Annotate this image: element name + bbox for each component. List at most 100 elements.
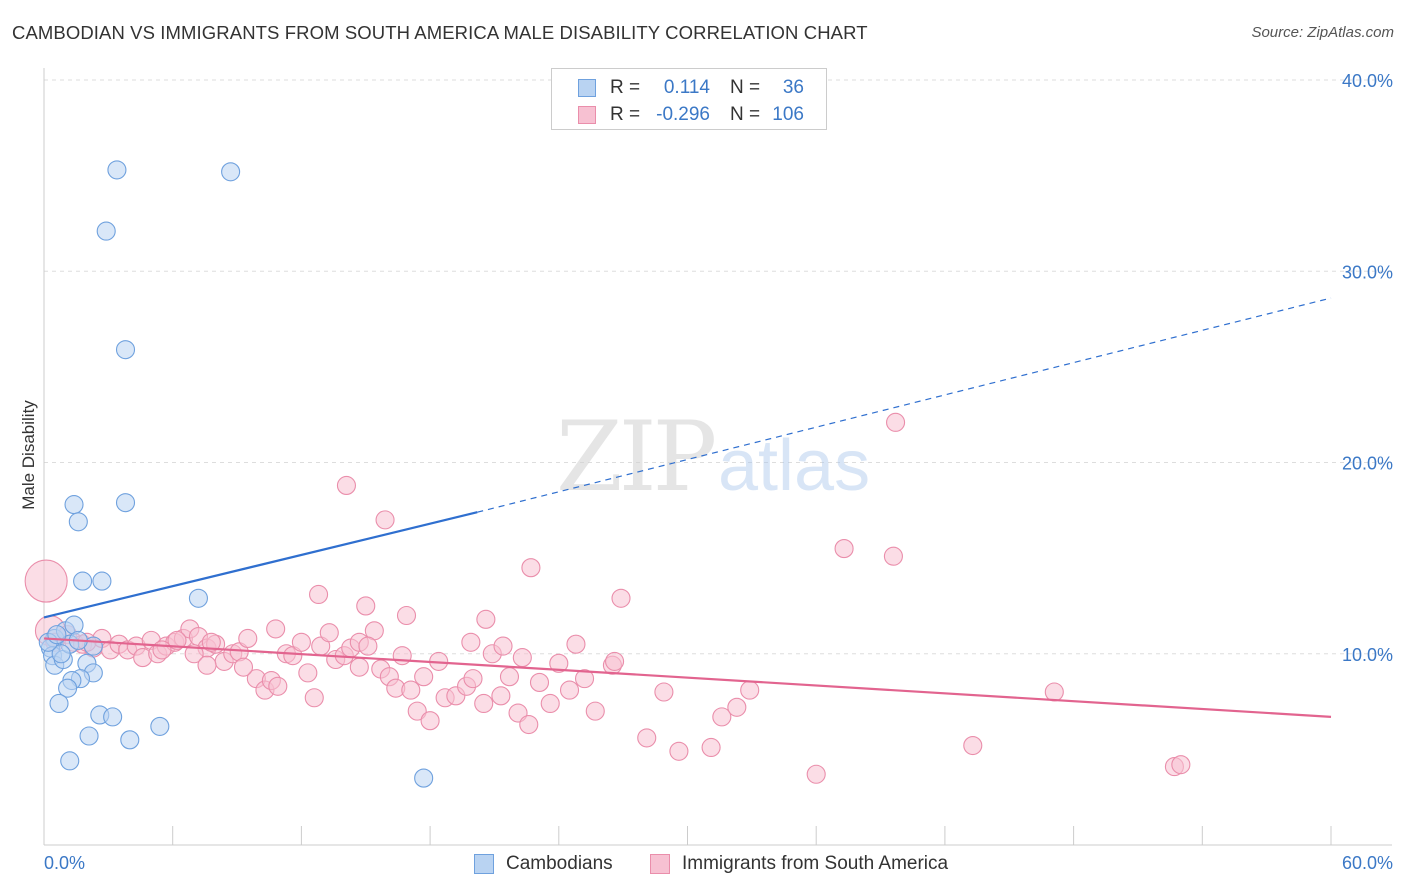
tick-labels: 10.0% 20.0% 30.0% 40.0% 0.0% 60.0% [44, 71, 1393, 873]
immigrants-point [266, 619, 286, 639]
immigrants-point [806, 764, 826, 784]
cambodians-point [103, 707, 123, 727]
immigrants-point [414, 667, 434, 687]
immigrants-point [396, 605, 417, 626]
immigrants-point [238, 628, 258, 649]
immigrants-point [291, 632, 311, 652]
immigrants-point [474, 693, 494, 714]
axis-layer [43, 68, 1392, 846]
y-axis-label: Male Disability [19, 400, 38, 510]
chart-title: CAMBODIAN VS IMMIGRANTS FROM SOUTH AMERI… [12, 22, 868, 43]
legend-n-value: 106 [772, 104, 804, 125]
watermark-zip: ZIP [556, 401, 715, 513]
cambodians-trend-line [43, 511, 478, 619]
immigrants-point [1171, 755, 1191, 775]
watermark: ZIP atlas [556, 401, 870, 513]
legend-swatch-pink [650, 854, 670, 874]
legend-r-label: R = [610, 104, 641, 125]
immigrants-point [540, 693, 560, 714]
cambodians-point [96, 221, 116, 241]
immigrants-point [712, 707, 732, 727]
immigrants-point [834, 539, 854, 559]
immigrants-point [309, 584, 329, 605]
immigrants-point [611, 588, 631, 608]
immigrants-series-points [24, 412, 1191, 784]
cambodians-point [73, 571, 93, 591]
y-tick-label: 10.0% [1342, 645, 1393, 665]
immigrants-point [420, 711, 440, 731]
immigrants-point [152, 640, 172, 660]
watermark-atlas: atlas [718, 426, 870, 506]
immigrants-point [476, 609, 496, 629]
y-tick-label: 30.0% [1342, 262, 1393, 282]
immigrants-trend-line [43, 637, 1332, 718]
cambodians-point [150, 716, 170, 736]
immigrants-point [407, 701, 427, 721]
cambodians-point [107, 160, 127, 180]
immigrants-point [585, 701, 605, 721]
grid-layer [44, 79, 1392, 655]
immigrants-point [1044, 682, 1064, 702]
immigrants-point [197, 655, 217, 675]
legend-label-cambodians: Cambodians [506, 853, 613, 874]
immigrants-point [519, 714, 539, 735]
immigrants-point [463, 669, 483, 689]
immigrants-point [491, 686, 511, 706]
series-legend: Cambodians Immigrants from South America [0, 852, 1406, 878]
cambodians-point [92, 571, 112, 591]
immigrants-point [727, 697, 747, 717]
legend-r-value: 0.114 [663, 77, 710, 98]
immigrants-point [358, 636, 378, 656]
cambodians-point [60, 751, 80, 771]
legend-row-immigrants: R = -0.296 N = 106 [552, 102, 826, 128]
immigrants-point [566, 634, 586, 654]
immigrants-point [701, 737, 721, 758]
immigrants-point [24, 559, 68, 603]
x-tick-label-min: 0.0% [44, 853, 85, 873]
immigrants-point [549, 653, 569, 673]
legend-n-label: N = [730, 77, 761, 98]
correlation-legend: R = 0.114 N = 36 R = -0.296 N = 106 [551, 68, 827, 130]
immigrants-point [461, 632, 481, 652]
immigrants-point [883, 546, 903, 566]
cambodians-point [221, 162, 241, 182]
trend-lines [43, 297, 1332, 718]
cambodians-point [79, 726, 99, 746]
immigrants-point [669, 741, 689, 761]
legend-swatch-blue [578, 79, 596, 97]
cambodians-point [49, 693, 69, 714]
immigrants-point [963, 735, 983, 756]
cambodians-point [68, 512, 88, 532]
immigrants-point [493, 636, 513, 656]
immigrants-point [167, 630, 187, 650]
immigrants-point [283, 646, 303, 666]
source-credit: Source: ZipAtlas.com [1251, 24, 1394, 41]
immigrants-point [375, 510, 395, 530]
immigrants-point [559, 680, 580, 700]
cambodians-point [47, 625, 67, 645]
immigrants-point [298, 663, 318, 683]
immigrants-point [512, 648, 532, 668]
y-tick-label: 20.0% [1342, 454, 1393, 474]
immigrants-point [201, 632, 221, 652]
immigrants-point [336, 475, 356, 496]
immigrants-point [401, 680, 421, 700]
cambodians-series-points [38, 160, 434, 788]
legend-r-label: R = [610, 77, 641, 98]
cambodians-point [115, 493, 136, 513]
y-tick-label: 40.0% [1342, 71, 1393, 91]
immigrants-point [392, 646, 412, 666]
legend-row-cambodians: R = 0.114 N = 36 [552, 75, 826, 101]
immigrants-point [233, 657, 254, 677]
immigrants-point [356, 596, 376, 616]
legend-n-label: N = [730, 104, 761, 125]
cambodians-point [188, 588, 208, 608]
cambodians-point [64, 495, 84, 515]
immigrants-point [886, 412, 906, 432]
legend-r-value: -0.296 [656, 104, 710, 125]
cambodians-point [414, 768, 434, 788]
immigrants-point [574, 669, 595, 689]
immigrants-point [529, 672, 550, 692]
immigrants-point [654, 682, 674, 702]
legend-swatch-blue [474, 854, 494, 874]
